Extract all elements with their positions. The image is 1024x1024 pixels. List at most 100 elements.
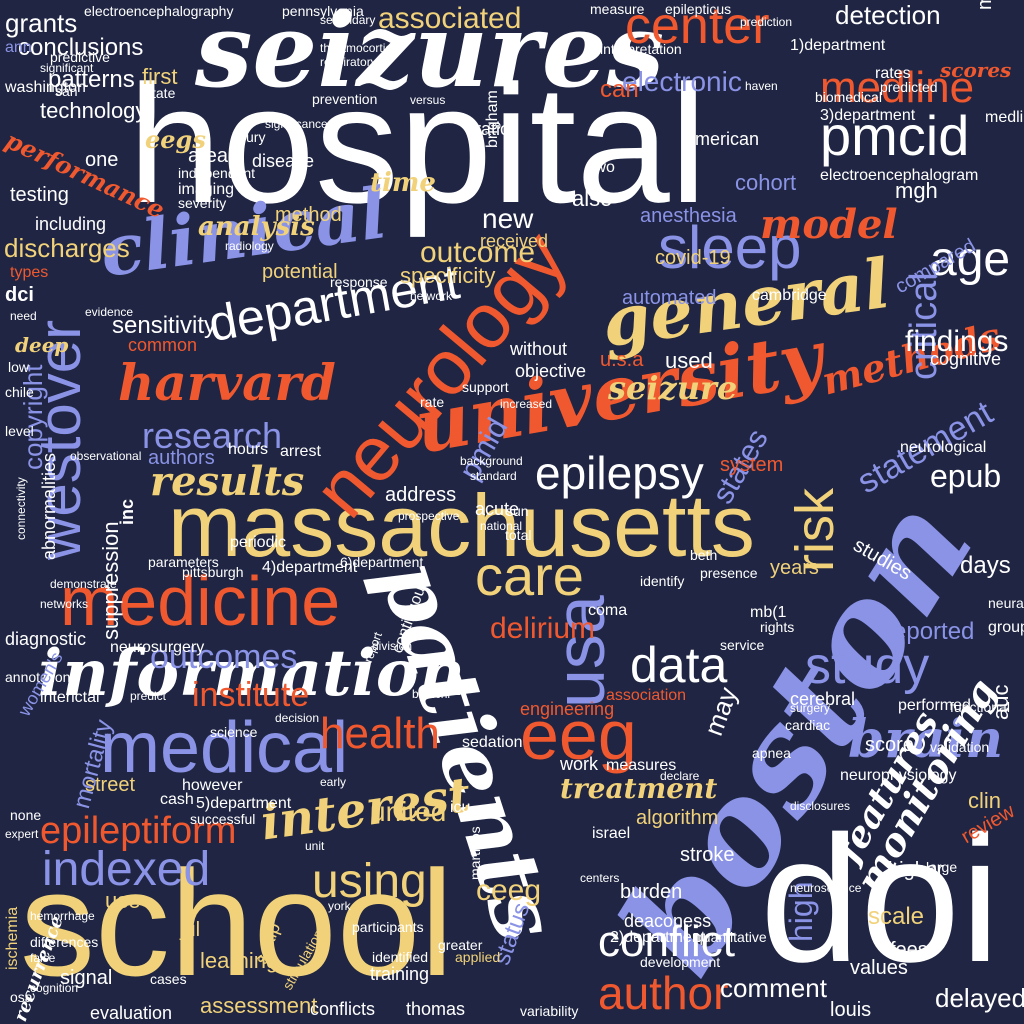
word-testing: testing — [10, 184, 69, 206]
word-epilepticus: measure — [590, 1, 645, 17]
word-performed: performed — [898, 697, 971, 714]
word-present: types — [10, 264, 49, 281]
word-treatment: treatment — [560, 772, 718, 805]
word-usa-abbrev: u.s.a — [600, 349, 644, 371]
word-associated: associated — [378, 2, 522, 35]
word-mbc2: mbc2 — [974, 0, 996, 10]
word-one: one — [85, 149, 119, 171]
word-also: also — [572, 186, 613, 211]
word-abnormalities: abnormalities — [39, 452, 59, 560]
word-none: quantitative — [695, 929, 767, 945]
word-state: ann — [5, 39, 32, 56]
word-neural: apnea — [752, 745, 791, 761]
word-successful: successful — [190, 811, 256, 827]
word-comment: comment — [720, 973, 827, 1003]
word-work: work — [560, 754, 599, 774]
word-periodic: periodic — [230, 534, 287, 551]
word-automated: automated — [622, 287, 717, 309]
word-higher: higher — [888, 859, 944, 881]
word-pittsburgh: pittsburgh — [182, 564, 244, 580]
word-technology: technology — [40, 98, 147, 123]
word-ann: washington — [5, 79, 86, 96]
word-massachusetts: massachusetts — [168, 476, 755, 575]
word-surgery: cardiac — [785, 717, 831, 733]
word-cambridge: cambridge — [752, 287, 827, 304]
word-martinos: centers — [580, 871, 620, 885]
word-score: score — [865, 734, 914, 756]
word-acute: acute — [475, 499, 520, 519]
word-can: can — [600, 76, 639, 103]
word-conflict: conflict — [598, 917, 735, 966]
word-icu: icu — [450, 799, 471, 816]
word-research: research — [142, 415, 283, 456]
word-significance: interpretation — [600, 41, 682, 57]
word-patterns: patterns — [48, 66, 135, 93]
word-large: group — [988, 619, 1024, 636]
word-findings: findings — [905, 325, 1009, 358]
word-parameters: parameters — [148, 554, 219, 570]
word-doi: doi — [760, 799, 1001, 1000]
word-street: street — [85, 774, 136, 796]
word-learning: learning — [200, 948, 279, 973]
word-evaluation: evaluation — [90, 1003, 173, 1023]
word-area: area — [188, 145, 229, 167]
word-hospital: hospital — [128, 50, 708, 238]
word-thomas: thomas — [406, 999, 466, 1019]
word-osa: osa — [10, 989, 33, 1005]
word-york: unit — [305, 839, 325, 853]
word-national: prospective — [398, 509, 460, 523]
word-new: new — [482, 203, 534, 234]
word-participants: participants — [352, 919, 424, 935]
word-identify: presence — [700, 565, 758, 581]
word-age: age — [930, 233, 1011, 286]
word-jul: jul — [180, 919, 201, 941]
word-signal: signal — [60, 967, 113, 989]
word-neurosurgery: neurosurgery — [110, 639, 205, 656]
word-cohort: cohort — [735, 170, 797, 195]
word-need: low — [8, 359, 30, 375]
word-applied: applied — [455, 949, 501, 965]
word-cognition: false — [30, 951, 56, 965]
word-prevention: state — [145, 85, 176, 101]
word-5department: 5)department — [196, 795, 292, 812]
word-annotation: annotation — [5, 669, 71, 685]
word-dci: dci — [5, 284, 34, 306]
word-assessment: assessment — [200, 993, 318, 1018]
word-early: science — [210, 724, 258, 740]
word-data: data — [630, 637, 728, 693]
word-specificity: specificity — [400, 263, 496, 288]
word-significant: predictive — [50, 49, 110, 65]
word-imaging: imaging — [178, 181, 235, 198]
word-coma: coma — [588, 602, 628, 619]
word-support: response — [330, 274, 388, 290]
word-disease: disease — [252, 151, 315, 171]
word-israel: israel — [592, 825, 631, 842]
word-association: association — [606, 687, 687, 704]
word-including: including — [35, 214, 107, 234]
word-predicted: predicted — [880, 79, 938, 95]
word-diagnostic: diagnostic — [5, 629, 87, 649]
word-scores: scores — [940, 58, 1012, 82]
word-mgh: mgh — [895, 178, 938, 203]
word-center: center — [625, 0, 770, 55]
word-conclusions: conclusions — [18, 34, 144, 61]
word-injury: prevention — [312, 91, 378, 107]
word-functional: validation — [930, 739, 990, 755]
word-care: care — [475, 544, 584, 607]
word-medline: medline — [820, 63, 975, 112]
word-training: training — [370, 964, 430, 984]
word-false: expert — [5, 827, 39, 841]
word-increased: rate — [420, 394, 445, 410]
word-rates: rates — [875, 65, 911, 82]
word-development: development — [640, 954, 721, 970]
word-medical: medical — [100, 708, 349, 788]
word-interictal: interictal — [40, 689, 100, 706]
word-6department: 6)department — [340, 554, 424, 570]
word-cerebral: cerebral — [790, 689, 856, 709]
word-demonstrate: cognition — [30, 981, 79, 995]
word-deep: deep — [15, 333, 69, 357]
word-common: common — [128, 335, 198, 355]
word-decision: bianchi — [412, 687, 451, 701]
word-differences: differences — [30, 934, 99, 950]
